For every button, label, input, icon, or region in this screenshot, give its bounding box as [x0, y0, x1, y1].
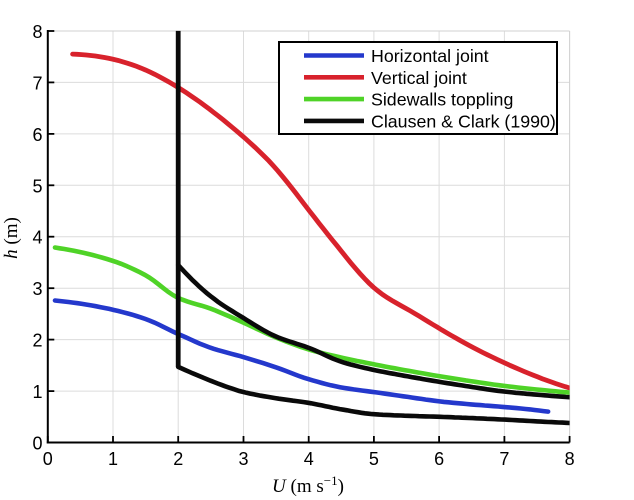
svg-text:7: 7: [499, 449, 509, 469]
svg-text:2: 2: [173, 449, 183, 469]
svg-text:5: 5: [32, 176, 42, 196]
svg-text:1: 1: [32, 382, 42, 402]
svg-text:5: 5: [369, 449, 379, 469]
svg-text:3: 3: [238, 449, 248, 469]
svg-text:Sidewalls toppling: Sidewalls toppling: [371, 90, 513, 110]
svg-text:h (m): h (m): [1, 217, 22, 259]
svg-text:8: 8: [565, 449, 575, 469]
svg-text:7: 7: [32, 73, 42, 93]
svg-text:1: 1: [108, 449, 118, 469]
svg-text:0: 0: [32, 434, 42, 454]
svg-text:6: 6: [32, 125, 42, 145]
svg-text:Horizontal joint: Horizontal joint: [371, 46, 489, 66]
svg-text:Clausen & Clark (1990): Clausen & Clark (1990): [371, 111, 556, 131]
svg-text:8: 8: [32, 22, 42, 42]
svg-text:4: 4: [304, 449, 314, 469]
svg-text:4: 4: [32, 228, 42, 248]
svg-text:0: 0: [43, 449, 53, 469]
svg-text:2: 2: [32, 331, 42, 351]
svg-text:Vertical joint: Vertical joint: [371, 68, 467, 88]
svg-text:6: 6: [434, 449, 444, 469]
svg-text:3: 3: [32, 279, 42, 299]
